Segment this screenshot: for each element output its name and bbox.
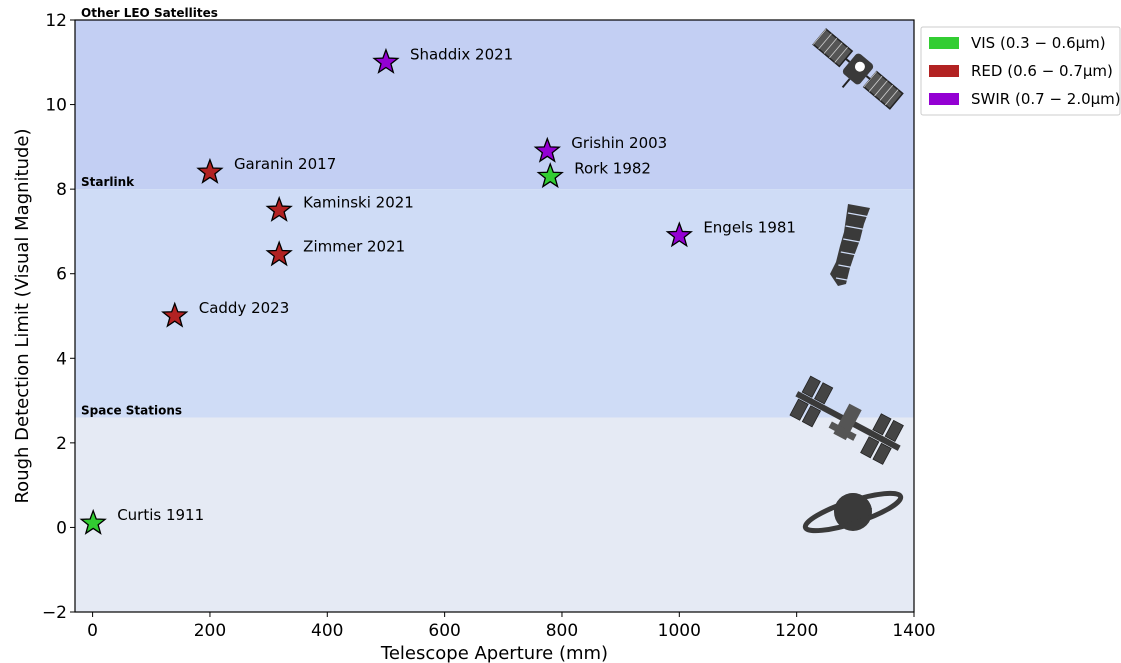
starlink-train-gap bbox=[847, 212, 871, 218]
point-label: Shaddix 2021 bbox=[410, 45, 513, 63]
x-tick-label: 800 bbox=[546, 621, 578, 641]
legend-entry-label: RED (0.6 − 0.7μm) bbox=[971, 62, 1113, 80]
legend: VIS (0.3 − 0.6μm) RED (0.6 − 0.7μm) SWIR (… bbox=[920, 26, 1121, 116]
band-region bbox=[75, 417, 914, 612]
legend-box bbox=[920, 26, 1121, 116]
y-tick-label: 6 bbox=[56, 265, 67, 285]
satellite-antenna bbox=[841, 78, 851, 89]
station-panel bbox=[872, 442, 892, 465]
station-module bbox=[828, 421, 857, 441]
data-point-star bbox=[265, 240, 293, 267]
data-point-star bbox=[372, 47, 400, 74]
satellite-icon bbox=[812, 28, 904, 110]
space-station-icon bbox=[789, 375, 904, 465]
station-panel bbox=[884, 419, 904, 442]
x-tick-label: 0 bbox=[87, 621, 98, 641]
plot-frame bbox=[74, 19, 915, 613]
satellite-panel-grid bbox=[884, 89, 899, 106]
station-panel bbox=[814, 382, 834, 405]
satellite-panel-grid bbox=[834, 46, 848, 63]
starlink-train-gap bbox=[843, 238, 866, 244]
legend-swatch bbox=[929, 65, 959, 77]
point-label: Kaminski 2021 bbox=[303, 193, 414, 211]
y-tick-label: 10 bbox=[45, 96, 67, 116]
x-tick-label: 400 bbox=[311, 621, 343, 641]
satellite-panel-grid bbox=[823, 37, 838, 54]
starlink-train-gap bbox=[840, 251, 863, 257]
data-point-star bbox=[533, 136, 561, 163]
point-label: Zimmer 2021 bbox=[303, 238, 405, 256]
satellite-panel-grid bbox=[874, 80, 888, 97]
band-region bbox=[75, 20, 914, 190]
point-label: Garanin 2017 bbox=[234, 155, 336, 173]
x-axis-title: Telescope Aperture (mm) bbox=[380, 643, 608, 663]
satellite-panel-grid bbox=[812, 28, 827, 45]
data-point-star bbox=[665, 221, 693, 248]
y-tick-label: 8 bbox=[56, 180, 67, 200]
legend-swatch bbox=[929, 37, 959, 49]
starlink-train-gap bbox=[835, 277, 859, 283]
band-label: Space Stations bbox=[81, 403, 182, 417]
y-tick-label: 2 bbox=[56, 434, 67, 454]
y-tick-label: −2 bbox=[42, 603, 67, 623]
satellite-panel-grid bbox=[818, 33, 832, 50]
station-panel bbox=[860, 436, 880, 459]
data-point-star bbox=[161, 301, 189, 328]
station-panel bbox=[801, 405, 822, 428]
band-region bbox=[75, 189, 914, 418]
saturn-icon bbox=[802, 490, 904, 534]
y-tick-label: 0 bbox=[56, 518, 67, 538]
x-tick-label: 1200 bbox=[775, 621, 818, 641]
x-tick-label: 600 bbox=[428, 621, 460, 641]
satellite-dish bbox=[854, 61, 865, 72]
point-label: Rork 1982 bbox=[574, 159, 651, 177]
band-label: Starlink bbox=[81, 175, 135, 189]
point-label: Grishin 2003 bbox=[571, 134, 667, 152]
y-tick-label: 4 bbox=[56, 349, 67, 369]
satellite-panel-grid bbox=[868, 75, 883, 92]
station-panel bbox=[872, 413, 892, 436]
satellite-panel-grid bbox=[829, 42, 843, 59]
satellite-strut bbox=[845, 57, 851, 63]
point-label: Engels 1981 bbox=[703, 219, 796, 237]
legend-swatch bbox=[929, 93, 959, 105]
station-panel bbox=[801, 375, 821, 398]
satellite-strut bbox=[865, 75, 871, 81]
station-panel bbox=[789, 398, 809, 421]
data-point-star bbox=[265, 195, 293, 222]
data-point-star bbox=[79, 508, 107, 535]
x-tick-label: 1000 bbox=[658, 621, 701, 641]
band-label: Other LEO Satellites bbox=[81, 6, 218, 20]
saturn-cap bbox=[834, 493, 872, 512]
legend-entry-label: SWIR (0.7 − 2.0μm) bbox=[971, 90, 1121, 108]
legend-entry-label: VIS (0.3 − 0.6μm) bbox=[971, 34, 1106, 52]
data-point-star bbox=[536, 162, 564, 189]
point-label: Curtis 1911 bbox=[117, 506, 204, 524]
starlink-train-icon bbox=[830, 204, 871, 286]
starlink-train-gap bbox=[845, 225, 868, 231]
y-axis-title: Rough Detection Limit (Visual Magnitude) bbox=[12, 128, 33, 503]
starlink-train-gap bbox=[838, 264, 861, 270]
x-tick-label: 1400 bbox=[892, 621, 935, 641]
point-label: Caddy 2023 bbox=[199, 299, 290, 317]
data-point-star bbox=[196, 157, 224, 184]
y-tick-label: 12 bbox=[45, 11, 67, 31]
x-tick-label: 200 bbox=[194, 621, 226, 641]
satellite-panel-grid bbox=[879, 84, 894, 101]
